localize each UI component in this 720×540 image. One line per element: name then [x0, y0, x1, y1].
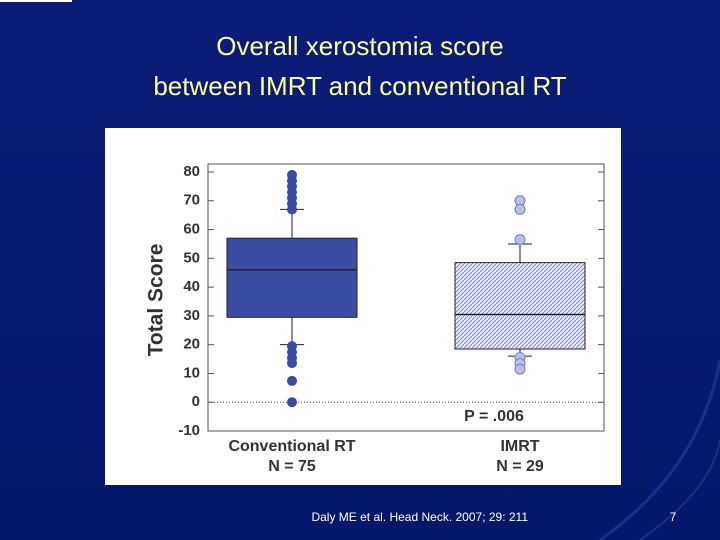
outlier: [287, 204, 297, 215]
y-tick-label: 80: [183, 163, 200, 180]
outlier: [287, 397, 297, 408]
n-label: N = 29: [496, 458, 544, 475]
x-tick-label: IMRT: [500, 438, 539, 455]
y-tick-label: 50: [183, 249, 200, 266]
outlier: [287, 358, 297, 369]
y-axis-label: Total Score: [145, 244, 168, 357]
outlier: [514, 234, 526, 246]
y-tick-label: 70: [183, 192, 200, 209]
title-line: Overall xerostomia score: [216, 31, 504, 61]
y-tick-label: 10: [183, 364, 200, 381]
decoration: [599, 359, 720, 540]
outlier: [514, 203, 526, 215]
slide-number: 7: [670, 510, 677, 524]
box: [454, 262, 586, 350]
y-tick-label: 60: [183, 221, 200, 238]
outlier: [514, 363, 526, 375]
y-tick-label: -10: [178, 422, 200, 439]
plot: -10 0 10 20 30 40 50 60 70 80 Conventional RT N = 7…: [178, 163, 605, 475]
y-tick-label: 40: [183, 278, 200, 295]
y-tick-label: 30: [183, 307, 200, 324]
n-label: N = 75: [268, 458, 316, 475]
y-tick-label: 20: [183, 336, 200, 353]
citation: Daly ME et al. Head Neck. 2007; 29: 211: [311, 510, 528, 524]
outlier: [287, 375, 297, 386]
box: [226, 237, 358, 318]
y-tick-label: 0: [192, 393, 200, 410]
decoration: [639, 439, 720, 540]
title-line: between IMRT and conventional RT: [153, 71, 566, 101]
plot-frame: [207, 163, 605, 432]
x-tick-label: Conventional RT: [228, 438, 355, 455]
annotation: P = .006: [464, 408, 524, 425]
